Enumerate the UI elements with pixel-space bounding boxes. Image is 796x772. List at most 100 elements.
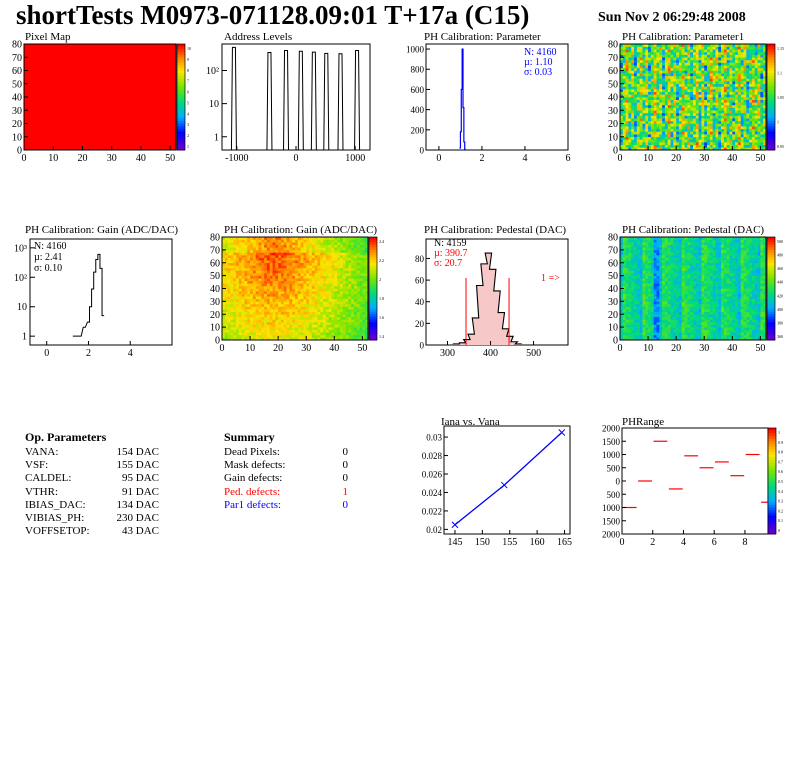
- heatmap-cell: [269, 327, 273, 330]
- heatmap-cell: [353, 291, 358, 294]
- heatmap-cell: [678, 46, 683, 50]
- heatmap-cell: [760, 99, 764, 103]
- heatmap-cell: [230, 329, 234, 333]
- heatmap-cell: [757, 139, 761, 143]
- colorbar-label: 0.95: [777, 144, 784, 149]
- heatmap-cell: [726, 139, 730, 143]
- heatmap-cell: [670, 112, 674, 116]
- heatmap-cell: [272, 255, 276, 258]
- heatmap-cell: [295, 244, 299, 248]
- heatmap-cell: [348, 309, 352, 312]
- heatmap-cell: [650, 49, 654, 53]
- heatmap-cell: [328, 283, 332, 287]
- heatmap-cell: [289, 319, 293, 323]
- heatmap-cell: [224, 324, 228, 328]
- heatmap-cell: [625, 112, 629, 116]
- heatmap-cell: [634, 257, 638, 261]
- heatmap-cell: [631, 136, 635, 140]
- heatmap-cell: [634, 83, 638, 87]
- heatmap-cell: [625, 244, 629, 248]
- heatmap-cell: [639, 57, 643, 61]
- heatmap-cell: [292, 303, 296, 307]
- heatmap-cell: [704, 118, 708, 122]
- ped-stat: σ: 20.7: [434, 258, 462, 269]
- heatmap-cell: [222, 270, 226, 274]
- heatmap-cell: [266, 296, 271, 300]
- heatmap-cell: [292, 321, 296, 325]
- heatmap-cell: [359, 332, 363, 336]
- heatmap-cell: [681, 99, 685, 103]
- heatmap-cell: [639, 94, 643, 98]
- heatmap-cell: [684, 81, 688, 85]
- x-tick-label: 10: [643, 153, 653, 164]
- heatmap-cell: [684, 75, 688, 79]
- heatmap-cell: [334, 265, 338, 269]
- heatmap-cell: [620, 78, 624, 82]
- heatmap-cell: [670, 59, 674, 63]
- heatmap-cell: [645, 262, 649, 266]
- heatmap-cell: [760, 59, 764, 63]
- heatmap-cell: [721, 142, 725, 145]
- heatmap-cell: [622, 260, 626, 264]
- heatmap-cell: [732, 62, 736, 66]
- heatmap-cell: [634, 123, 638, 127]
- heatmap-cell: [628, 285, 632, 289]
- heatmap-cell: [695, 46, 699, 50]
- heatmap-cell: [628, 115, 632, 119]
- heatmap-cell: [334, 252, 338, 256]
- heatmap-cell: [760, 104, 764, 108]
- heatmap-cell: [255, 288, 259, 292]
- heatmap-cell: [670, 46, 674, 50]
- heatmap-cell: [667, 139, 671, 143]
- heatmap-cell: [721, 136, 725, 140]
- heatmap-cell: [297, 298, 301, 302]
- heatmap-cell: [653, 134, 657, 138]
- colorbar-cell: [369, 329, 377, 333]
- heatmap-cell: [255, 319, 259, 323]
- heatmap-cell: [639, 99, 643, 103]
- heatmap-cell: [754, 59, 758, 63]
- heatmap-cell: [620, 237, 624, 240]
- heatmap-cell: [303, 270, 307, 274]
- colorbar-cell: [767, 97, 775, 101]
- heatmap-cell: [743, 83, 747, 87]
- heatmap-cell: [278, 249, 282, 253]
- heatmap-cell: [735, 44, 739, 47]
- heatmap-cell: [639, 329, 643, 333]
- heatmap-cell: [676, 118, 680, 122]
- heatmap-cell: [300, 319, 304, 323]
- heatmap-cell: [763, 67, 767, 71]
- heatmap-cell: [353, 267, 358, 271]
- heatmap-cell: [620, 70, 624, 74]
- heatmap-cell: [292, 275, 296, 279]
- heatmap-cell: [754, 83, 758, 87]
- heatmap-cell: [749, 120, 753, 124]
- heatmap-cell: [673, 81, 677, 85]
- heatmap-cell: [325, 301, 329, 305]
- heatmap-cell: [356, 280, 360, 284]
- heatmap-cell: [275, 301, 279, 305]
- heatmap-cell: [664, 67, 669, 71]
- heatmap-cell: [628, 120, 632, 124]
- heatmap-cell: [348, 293, 352, 297]
- heatmap-cell: [314, 288, 318, 292]
- heatmap-cell: [334, 273, 338, 276]
- heatmap-cell: [698, 46, 702, 50]
- heatmap-cell: [718, 83, 722, 87]
- heatmap-cell: [735, 65, 739, 69]
- heatmap-cell: [620, 54, 624, 58]
- heatmap-cell: [233, 321, 237, 325]
- heatmap-cell: [278, 311, 282, 315]
- heatmap-cell: [258, 249, 262, 253]
- heatmap-cell: [698, 112, 702, 116]
- heatmap-cell: [337, 314, 341, 318]
- heatmap-cell: [317, 285, 321, 289]
- heatmap-cell: [645, 142, 649, 145]
- heatmap-cell: [732, 126, 736, 130]
- heatmap-cell: [628, 59, 632, 63]
- heatmap-cell: [311, 324, 315, 328]
- heatmap-cell: [365, 273, 369, 276]
- heatmap-cell: [356, 283, 360, 287]
- heatmap-cell: [227, 298, 231, 302]
- heatmap-cell: [323, 291, 327, 294]
